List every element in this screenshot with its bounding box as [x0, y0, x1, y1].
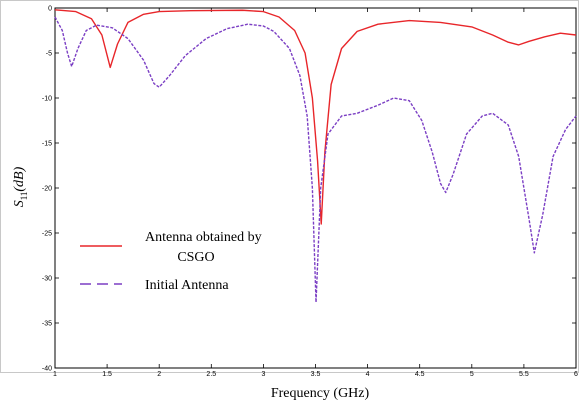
x-tick-label: 1 — [53, 371, 57, 378]
series-line-csgo-antenna — [54, 9, 577, 225]
plot-area — [54, 7, 577, 369]
x-tick-label: 3.5 — [311, 371, 321, 378]
series-lines — [54, 9, 577, 303]
legend-label-csgo-antenna: Antenna obtained by — [145, 230, 262, 245]
x-tick-label: 4.5 — [415, 371, 425, 378]
y-tick-label: -30 — [42, 276, 52, 283]
y-tick-label: -40 — [42, 366, 52, 373]
x-tick-label: 5.5 — [519, 371, 529, 378]
y-tick-label: -35 — [42, 321, 52, 328]
series-line-initial-antenna — [54, 16, 577, 303]
y-axis-title-unit: (dB) — [12, 166, 27, 191]
plot-box — [54, 7, 577, 369]
x-tick-label: 4 — [366, 371, 370, 378]
y-axis-title-subscript: 11 — [19, 192, 29, 201]
x-tick-label: 5 — [470, 371, 474, 378]
y-tick-label: -5 — [46, 51, 52, 58]
x-tick-label: 2 — [157, 371, 161, 378]
legend-label-csgo-antenna-line2: CSGO — [177, 250, 214, 265]
y-tick-label: -15 — [42, 141, 52, 148]
x-tick-label: 3 — [261, 371, 265, 378]
y-axis-title-symbol: S — [12, 200, 27, 207]
y-tick-label: -25 — [42, 231, 52, 238]
legend: Antenna obtained by CSGO Initial Antenna — [80, 230, 262, 293]
y-tick-label: -10 — [42, 96, 52, 103]
x-tick-label: 6 — [574, 371, 578, 378]
ticks: 1 1.5 2 2.5 3 3.5 4 4.5 5 5.5 6 0 -5 -10 -15 -20 -25 -30 -… — [42, 6, 578, 379]
y-tick-label: -20 — [42, 186, 52, 193]
x-axis-title: Frequency (GHz) — [271, 386, 370, 401]
y-axis-title: S11(dB) — [12, 166, 29, 207]
x-tick-label: 1.5 — [102, 371, 112, 378]
x-tick-label: 2.5 — [206, 371, 216, 378]
legend-label-initial-antenna: Initial Antenna — [145, 278, 229, 293]
y-tick-label: 0 — [48, 6, 52, 13]
